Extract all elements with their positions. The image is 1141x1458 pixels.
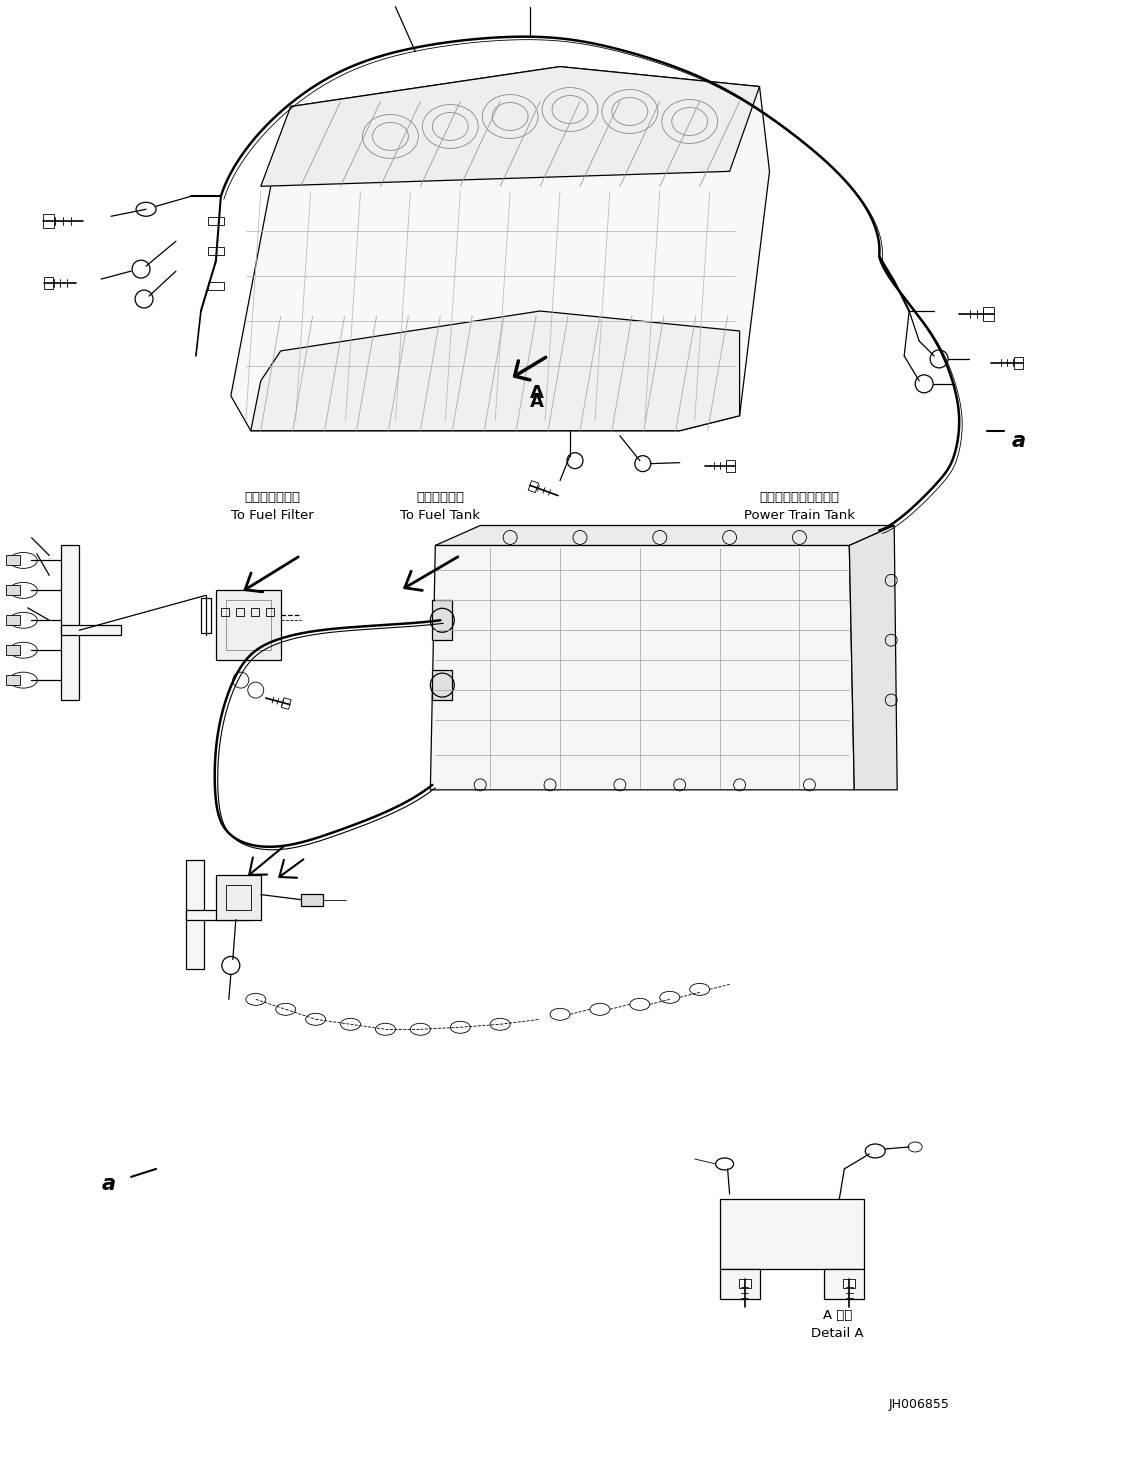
- Polygon shape: [251, 311, 739, 430]
- Bar: [221, 608, 229, 617]
- Polygon shape: [261, 67, 760, 187]
- Polygon shape: [430, 545, 855, 790]
- Polygon shape: [44, 277, 54, 289]
- Bar: [186, 910, 251, 920]
- Polygon shape: [726, 459, 735, 471]
- Bar: [7, 675, 21, 685]
- Bar: [236, 608, 244, 617]
- Bar: [186, 860, 204, 970]
- Bar: [7, 615, 21, 625]
- Polygon shape: [528, 481, 539, 493]
- Bar: [7, 585, 21, 595]
- Polygon shape: [436, 525, 895, 545]
- Text: JH006855: JH006855: [889, 1398, 949, 1411]
- Bar: [226, 601, 270, 650]
- Polygon shape: [43, 214, 54, 229]
- Bar: [208, 217, 224, 225]
- Text: Power Train Tank: Power Train Tank: [744, 509, 855, 522]
- Polygon shape: [849, 525, 897, 790]
- Bar: [432, 601, 452, 640]
- Bar: [201, 598, 211, 633]
- Text: 燃料フィルタへ: 燃料フィルタへ: [244, 490, 301, 503]
- Bar: [720, 1198, 864, 1268]
- Bar: [301, 894, 323, 905]
- Text: Detail A: Detail A: [811, 1327, 864, 1340]
- Bar: [216, 875, 261, 920]
- Text: a: a: [1012, 430, 1026, 451]
- Polygon shape: [843, 1279, 856, 1287]
- Text: A: A: [531, 392, 544, 411]
- Polygon shape: [230, 67, 769, 430]
- Bar: [720, 1268, 760, 1299]
- Polygon shape: [1014, 357, 1022, 369]
- Text: a: a: [102, 1174, 116, 1194]
- Bar: [7, 646, 21, 655]
- Text: To Fuel Filter: To Fuel Filter: [232, 509, 314, 522]
- Bar: [266, 608, 274, 617]
- Bar: [251, 608, 259, 617]
- Bar: [432, 671, 452, 700]
- Polygon shape: [282, 698, 291, 710]
- Text: To Fuel Tank: To Fuel Tank: [400, 509, 480, 522]
- Polygon shape: [738, 1279, 751, 1287]
- Bar: [208, 281, 224, 290]
- Bar: [825, 1268, 864, 1299]
- Bar: [216, 590, 281, 660]
- Bar: [208, 248, 224, 255]
- Text: 燃料タンクへ: 燃料タンクへ: [416, 490, 464, 503]
- Bar: [226, 885, 251, 910]
- Text: A: A: [531, 383, 544, 402]
- Bar: [62, 625, 121, 636]
- Text: パワートレインタンク: パワートレインタンク: [760, 490, 840, 503]
- Bar: [7, 555, 21, 566]
- Polygon shape: [984, 308, 994, 321]
- Bar: [62, 545, 79, 700]
- Text: A 詳細: A 詳細: [823, 1309, 852, 1321]
